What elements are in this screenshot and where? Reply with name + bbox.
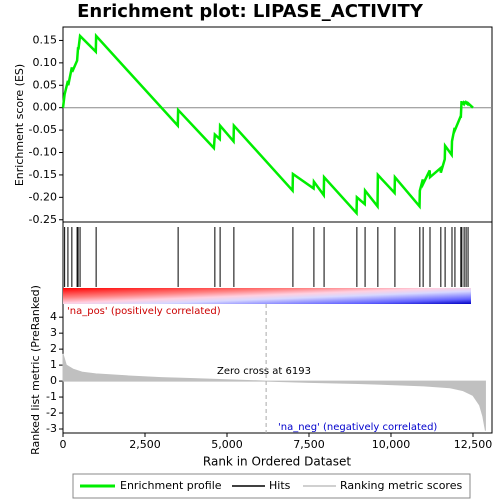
legend bbox=[72, 473, 471, 499]
y-tick-label: 3 bbox=[50, 326, 57, 339]
y-tick-label: 0.05 bbox=[33, 78, 58, 91]
zero-cross-label: Zero cross at 6193 bbox=[217, 366, 311, 377]
y-tick-label: -0.05 bbox=[29, 123, 57, 136]
neg-label: 'na_neg' (negatively correlated) bbox=[278, 422, 437, 433]
y-tick-label: -2 bbox=[46, 406, 57, 419]
x-tick-label: 7,500 bbox=[293, 438, 325, 451]
y-tick-label: 0.15 bbox=[33, 33, 58, 46]
y-tick-label: -3 bbox=[46, 422, 57, 435]
metric-frame bbox=[62, 221, 493, 434]
y-tick-label: -1 bbox=[46, 390, 57, 403]
x-tick-label: 2,500 bbox=[129, 438, 161, 451]
y-tick-label: 0 bbox=[50, 374, 57, 387]
y-tick-label: 1 bbox=[50, 358, 57, 371]
y-tick-label: -0.15 bbox=[29, 168, 57, 181]
y-tick-label: -0.25 bbox=[29, 213, 57, 226]
chart-title: Enrichment plot: LIPASE_ACTIVITY bbox=[77, 1, 424, 22]
x-tick-label: 5,000 bbox=[211, 438, 243, 451]
y-tick-label: 0.00 bbox=[33, 101, 58, 114]
y-tick-label: 2 bbox=[50, 342, 57, 355]
metric-area bbox=[62, 353, 486, 431]
y-tick-label: 4 bbox=[50, 310, 57, 323]
x-tick-label: 12,500 bbox=[454, 438, 493, 451]
x-axis-label: Rank in Ordered Dataset bbox=[203, 455, 351, 469]
pos-label: 'na_pos' (positively correlated) bbox=[67, 306, 221, 317]
x-tick-label: 0 bbox=[60, 438, 67, 451]
legend-label: Ranking metric scores bbox=[340, 479, 462, 492]
legend-label: Hits bbox=[269, 479, 291, 492]
es-line bbox=[61, 32, 474, 217]
y-tick-label: -0.10 bbox=[29, 146, 57, 159]
legend-label: Enrichment profile bbox=[120, 479, 222, 492]
y-axis-label: Ranked list metric (PreRanked) bbox=[29, 285, 42, 455]
x-tick-label: 10,000 bbox=[372, 438, 411, 451]
y-tick-label: -0.20 bbox=[29, 190, 57, 203]
es-frame bbox=[62, 26, 493, 223]
color-band bbox=[63, 288, 471, 304]
y-axis-label: Enrichment score (ES) bbox=[13, 64, 26, 186]
y-tick-label: 0.10 bbox=[33, 56, 58, 69]
